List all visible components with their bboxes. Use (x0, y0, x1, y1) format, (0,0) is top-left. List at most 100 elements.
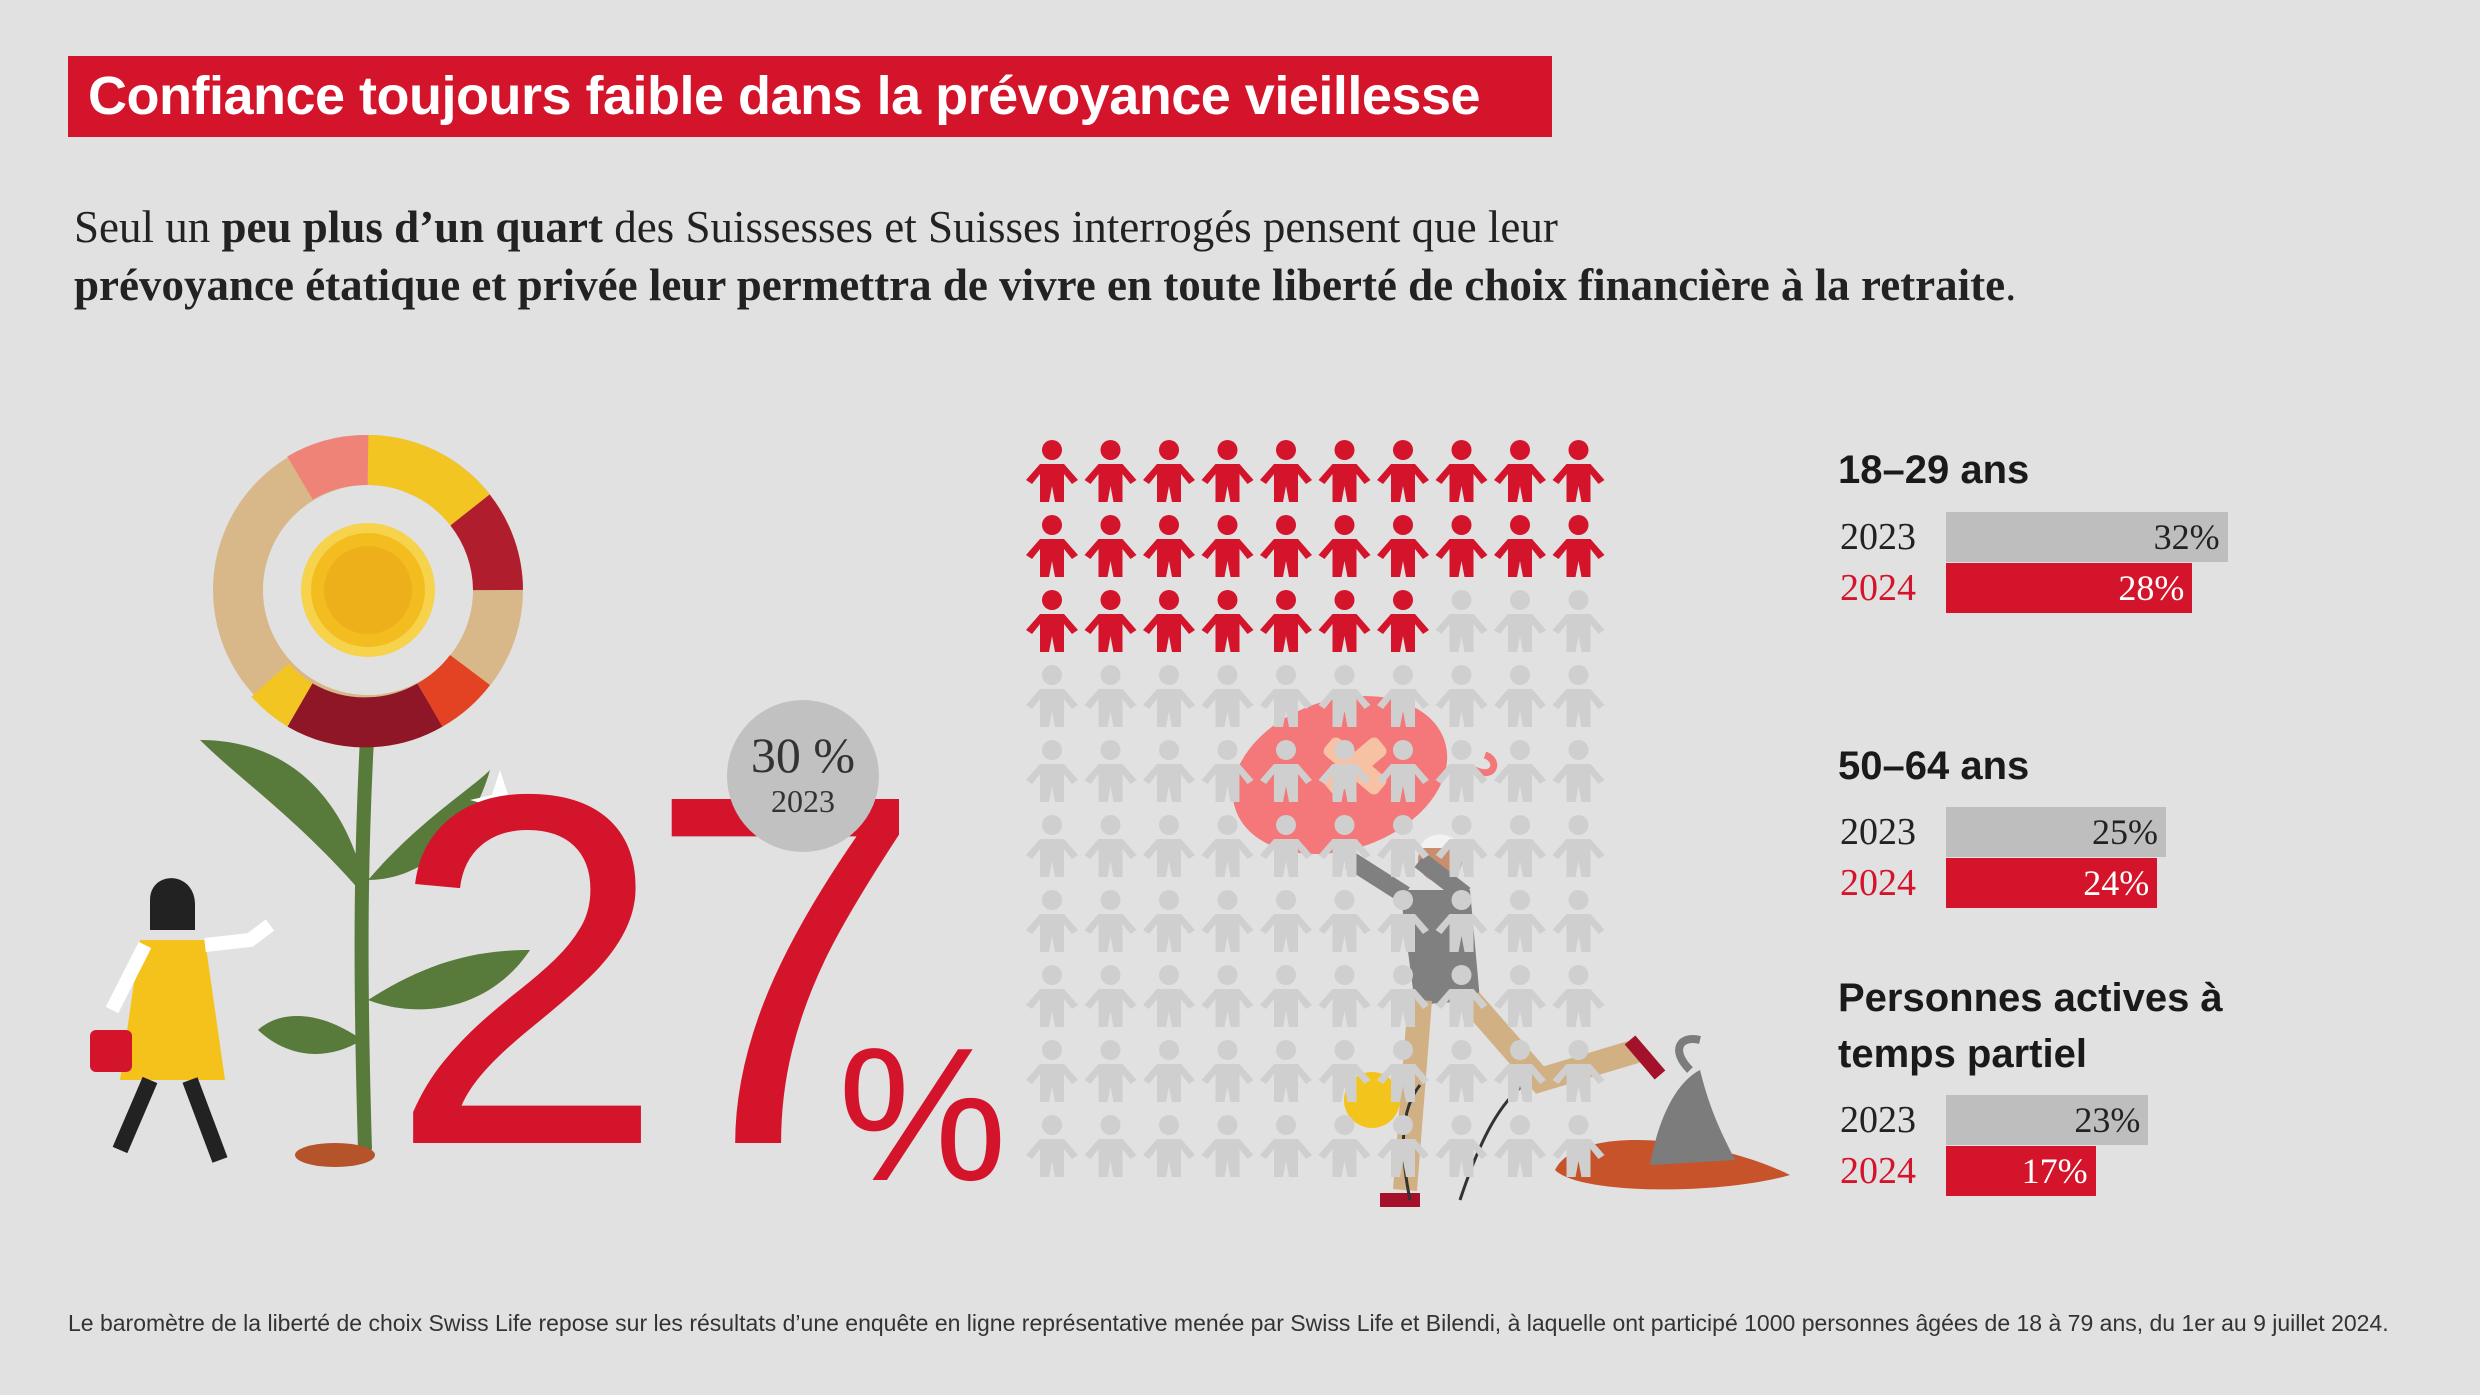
person-icon (1084, 515, 1137, 577)
person-icon (1377, 965, 1429, 1027)
footnote: Le baromètre de la liberté de choix Swis… (68, 1310, 2389, 1336)
person-icon (1143, 440, 1195, 502)
bar-year-label: 2023 (1840, 811, 1916, 853)
person-icon (1318, 1040, 1371, 1102)
title-bar: Confiance toujours faible dans la prévoy… (68, 56, 1552, 137)
person-icon (1084, 740, 1137, 802)
person-icon (1201, 665, 1254, 727)
intro-part: . (2005, 260, 2017, 310)
person-icon (1435, 890, 1488, 952)
person-icon (1143, 740, 1195, 802)
person-icon (1435, 965, 1488, 1027)
person-icon (1435, 815, 1488, 877)
person-icon (1201, 740, 1254, 802)
person-icon (1377, 590, 1429, 652)
previous-year: 2023 (771, 783, 835, 819)
person-icon (1143, 1115, 1195, 1177)
person-icon (1026, 590, 1078, 652)
person-icon (1143, 965, 1195, 1027)
bar-value-label: 28% (2118, 568, 2185, 608)
bar-group-label: Personnes actives à temps partiel (1838, 976, 2223, 1076)
person-icon (1377, 440, 1429, 502)
person-icon (1084, 590, 1137, 652)
bar: 17% (1946, 1146, 2096, 1196)
person-icon (1084, 440, 1137, 502)
person-icon (1377, 740, 1429, 802)
person-icon (1084, 665, 1137, 727)
person-icon (1494, 665, 1546, 727)
person-icon (1318, 440, 1371, 502)
person-icon (1494, 1115, 1546, 1177)
person-icon (1494, 890, 1546, 952)
person-icon (1377, 1115, 1429, 1177)
person-icon (1318, 665, 1371, 727)
person-icon (1494, 590, 1546, 652)
bar-group-label: 50–64 ans (1838, 744, 2030, 788)
person-icon (1201, 965, 1254, 1027)
person-icon (1494, 515, 1546, 577)
person-icon (1260, 890, 1312, 952)
person-icon (1084, 890, 1137, 952)
person-icon (1084, 965, 1137, 1027)
person-icon (1201, 515, 1254, 577)
person-icon (1260, 590, 1312, 652)
person-icon (1435, 665, 1488, 727)
person-icon (1260, 965, 1312, 1027)
person-icon (1318, 815, 1371, 877)
person-icon (1143, 665, 1195, 727)
bar-value-label: 23% (2074, 1100, 2141, 1140)
person-icon (1201, 815, 1254, 877)
person-icon (1435, 515, 1488, 577)
person-icon (1377, 1040, 1429, 1102)
bar-year-label: 2024 (1840, 862, 1916, 904)
bar: 32% (1946, 512, 2228, 562)
person-icon (1084, 1115, 1137, 1177)
person-icon (1552, 1115, 1605, 1177)
person-icon (1084, 1040, 1137, 1102)
person-icon (1026, 665, 1078, 727)
coin-icon (1344, 1072, 1400, 1128)
intro-bold: peu plus d’un quart (221, 202, 603, 252)
person-icon (1552, 815, 1605, 877)
intro-part: des Suissesses et Suisses interrogés pen… (602, 202, 1558, 252)
person-icon (1377, 815, 1429, 877)
person-icon (1026, 1115, 1078, 1177)
bar-value-label: 17% (2021, 1151, 2088, 1191)
person-icon (1318, 740, 1371, 802)
bar-year-label: 2024 (1840, 1150, 1916, 1192)
person-icon (1260, 440, 1312, 502)
bar-value-label: 32% (2153, 517, 2220, 557)
person-icon (1552, 740, 1605, 802)
bar-year-label: 2023 (1840, 516, 1916, 558)
person-icon (1143, 1040, 1195, 1102)
person-icon (1260, 815, 1312, 877)
bar-value-label: 24% (2083, 863, 2150, 903)
person-icon (1494, 740, 1546, 802)
person-icon (1552, 965, 1605, 1027)
person-icon (1494, 440, 1546, 502)
bar: 28% (1946, 563, 2193, 613)
gardener-illustration (90, 878, 275, 1163)
bar: 23% (1946, 1095, 2149, 1145)
person-icon (1201, 1115, 1254, 1177)
person-icon (1377, 515, 1429, 577)
bar-year-label: 2023 (1840, 1099, 1916, 1141)
person-icon (1494, 1040, 1546, 1102)
bar: 24% (1946, 858, 2158, 908)
previous-year-badge: 30 % 2023 (727, 700, 879, 852)
person-icon (1201, 1040, 1254, 1102)
person-icon (1201, 440, 1254, 502)
person-icon (1377, 665, 1429, 727)
person-icon (1318, 515, 1371, 577)
person-icon (1026, 890, 1078, 952)
person-icon (1260, 665, 1312, 727)
person-icon (1026, 1040, 1078, 1102)
person-icon (1552, 890, 1605, 952)
person-icon (1435, 1115, 1488, 1177)
person-icon (1260, 1115, 1312, 1177)
person-icon (1318, 890, 1371, 952)
person-icon (1552, 590, 1605, 652)
flower-illustration (200, 435, 530, 1167)
